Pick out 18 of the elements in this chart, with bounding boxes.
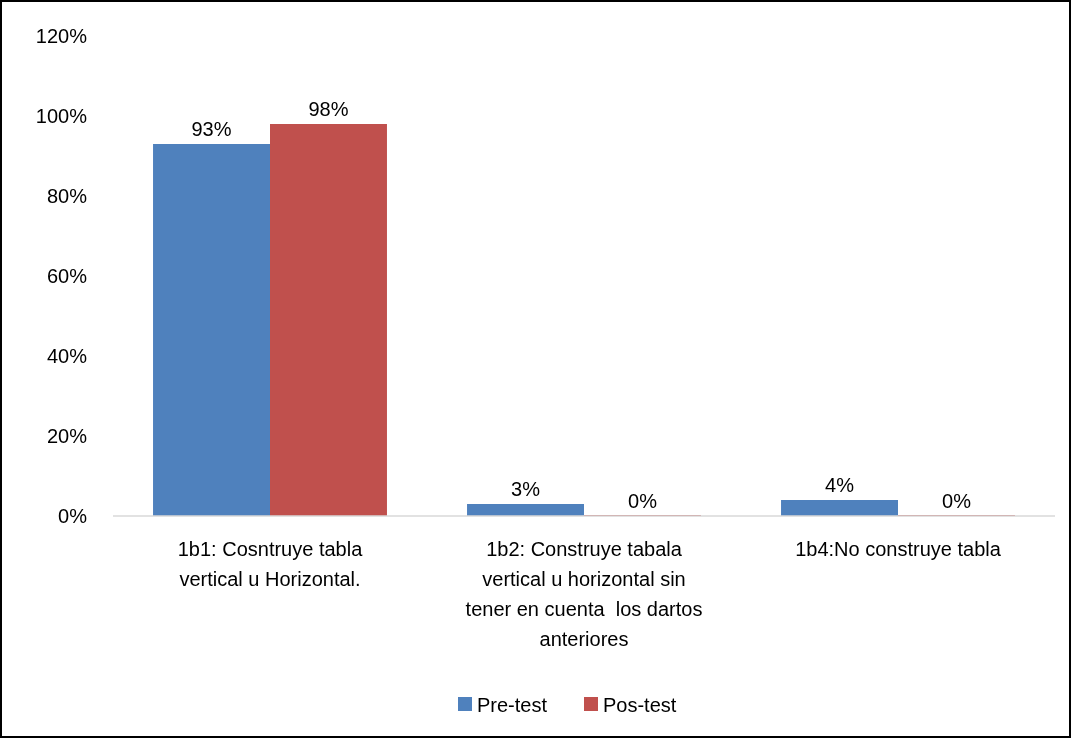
- data-label: 93%: [191, 118, 232, 140]
- y-tick-label: 0%: [58, 505, 88, 527]
- data-label: 0%: [942, 490, 972, 512]
- y-tick-label: 80%: [46, 185, 88, 207]
- x-tick-label: 1b4:No construye tabla: [795, 538, 1002, 560]
- y-tick-label: 40%: [46, 345, 88, 367]
- y-tick-label: 100%: [35, 105, 88, 127]
- legend-label: Pre-test: [477, 694, 548, 716]
- legend-label: Pos-test: [603, 694, 677, 716]
- x-tick-label: 1b1: Cosntruye tabla vertical u Horizontal.: [177, 538, 364, 590]
- y-tick-label: 60%: [46, 265, 88, 287]
- y-tick-label: 120%: [35, 25, 88, 47]
- data-label: 3%: [511, 478, 541, 500]
- data-label: 98%: [308, 98, 349, 120]
- data-label: 0%: [628, 490, 658, 512]
- x-tick-label: 1b2: Construye tabala vertical u horizontal sin tener en cuenta los dartos anteriores: [465, 538, 703, 650]
- data-label: 4%: [825, 474, 855, 496]
- y-tick-label: 20%: [46, 425, 88, 447]
